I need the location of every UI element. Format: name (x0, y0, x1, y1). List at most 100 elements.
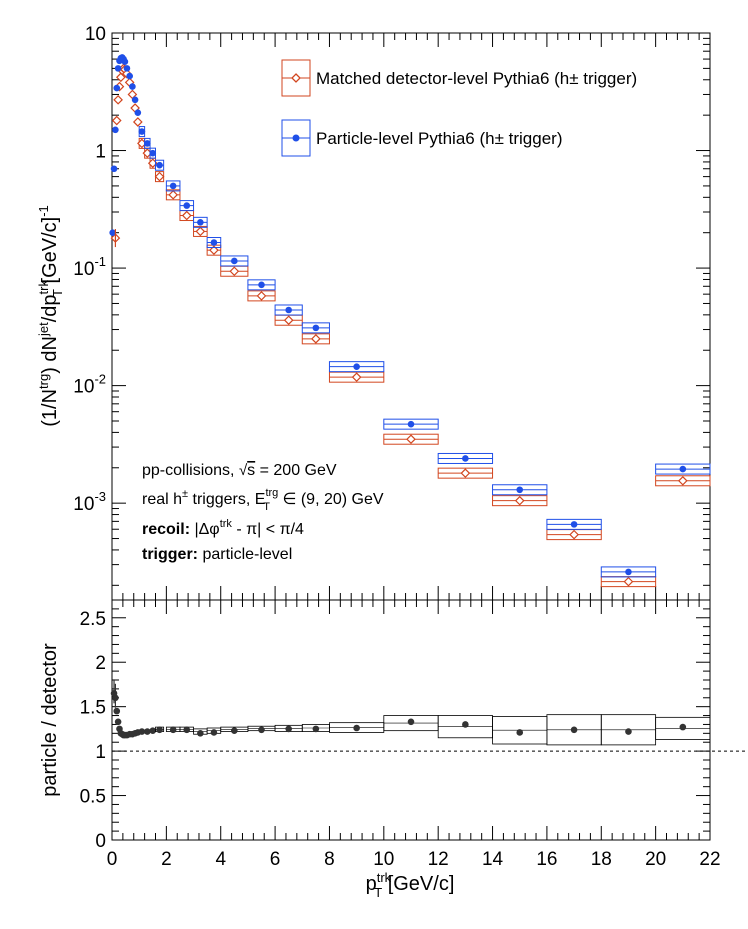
data-point (462, 455, 469, 462)
data-point (144, 140, 151, 147)
bottom-data-marks (110, 679, 711, 746)
data-point (138, 128, 146, 135)
x-tick-label: 20 (645, 849, 666, 870)
top-y-tick-label: 1 (95, 142, 106, 163)
data-point (123, 65, 131, 72)
top-data-marks (109, 54, 711, 588)
data-point (169, 182, 177, 190)
data-point (114, 65, 122, 72)
top-axis-ticks: 10 1 10-1 10-2 10-3 (73, 24, 711, 600)
data-point (623, 576, 634, 587)
data-point (113, 84, 121, 92)
data-point (156, 161, 163, 169)
ratio-point (169, 726, 177, 734)
ratio-point (312, 725, 320, 733)
x-tick-label: 10 (373, 849, 394, 870)
top-y-tick-label: 10-2 (73, 372, 106, 398)
data-point (570, 521, 578, 528)
legend-label-detector: Matched detector-level Pythia6 (h± trigg… (316, 69, 637, 88)
bottom-y-tick-label: 1.5 (80, 698, 106, 719)
x-tick-label: 2 (161, 849, 172, 870)
data-point (210, 239, 218, 246)
data-point (407, 420, 415, 428)
data-point (134, 109, 142, 116)
data-point (168, 189, 179, 200)
data-point (625, 568, 632, 576)
x-axis-title: ptrk T [GeV/c] (366, 870, 455, 900)
annotation-collision-system: pp-collisions, √s = 200 GeV (142, 462, 337, 479)
annotation-trigger-level: trigger: particle-level (142, 546, 292, 563)
annotation-trigger-range: real h± triggers, Etrg T ∈ (9, 20) GeV (142, 487, 384, 513)
data-point (229, 266, 240, 277)
legend-entry-detector: Matched detector-level Pythia6 (h± trigg… (281, 59, 637, 97)
x-tick-label: 22 (699, 849, 720, 870)
bottom-axis-ticks: 0 0.5 1 1.5 2 2.5 0 2 4 6 8 10 12 14 16 18 20 22 (80, 599, 748, 870)
bottom-y-axis-title: particle / detector (39, 643, 61, 797)
data-point (110, 165, 118, 173)
data-point (121, 58, 129, 65)
data-point (209, 245, 219, 256)
top-y-tick-label: 10-3 (73, 489, 106, 515)
x-tick-label: 12 (428, 849, 449, 870)
data-point (154, 171, 165, 182)
data-point (311, 333, 321, 344)
data-point (460, 468, 471, 479)
top-y-tick-label: 10-1 (73, 254, 106, 280)
series-particle (109, 54, 711, 578)
data-point (258, 281, 265, 289)
ratio-point (285, 725, 292, 733)
data-point (516, 486, 524, 494)
data-point (113, 94, 123, 105)
ratio-point (625, 728, 632, 735)
data-point (283, 315, 294, 326)
x-tick-label: 8 (324, 849, 335, 870)
x-tick-label: 4 (215, 849, 226, 870)
data-point (181, 210, 192, 221)
data-point (132, 117, 143, 127)
annotation-recoil: recoil: |Δφtrk - π| < π/4 (142, 518, 304, 538)
ratio-point (570, 726, 578, 734)
data-point (677, 475, 688, 486)
data-point (195, 226, 206, 237)
bottom-y-tick-label: 2 (95, 653, 106, 674)
data-point (256, 291, 267, 301)
ratio-point (197, 730, 204, 737)
data-point (111, 115, 122, 126)
ratio-point (113, 707, 121, 715)
x-tick-label: 18 (591, 849, 612, 870)
ratio-point (149, 727, 157, 734)
ratio-point (231, 727, 238, 734)
annotations: pp-collisions, √s = 200 GeV real h± trig… (142, 462, 384, 563)
data-point (126, 72, 133, 80)
data-point (131, 96, 139, 104)
ratio-point (258, 726, 265, 734)
legend: Matched detector-level Pythia6 (h± trigg… (281, 59, 637, 157)
ratio-point (516, 729, 524, 736)
ratio-point (407, 718, 415, 726)
data-point (569, 529, 579, 540)
ratio-point (679, 723, 687, 731)
ratio-point (144, 728, 151, 735)
data-point (679, 465, 687, 473)
legend-label-particle: Particle-level Pythia6 (h± trigger) (316, 129, 562, 148)
ratio-point (462, 721, 469, 728)
data-point (115, 72, 126, 83)
x-tick-label: 0 (107, 849, 118, 870)
data-point (514, 495, 525, 506)
ratio-point (114, 718, 122, 726)
data-point (197, 219, 204, 226)
x-tick-label: 16 (536, 849, 557, 870)
bottom-y-tick-label: 0 (95, 831, 106, 852)
legend-entry-particle: Particle-level Pythia6 (h± trigger) (281, 119, 562, 157)
top-y-axis-title: (1/Ntrg) dNjet/dptrkT [GeV/c]-1 (36, 205, 65, 427)
data-point (351, 372, 362, 383)
data-point (406, 434, 416, 445)
ratio-point (156, 726, 163, 734)
data-point (109, 229, 116, 236)
ratio-point (183, 726, 191, 734)
x-tick-label: 14 (482, 849, 504, 870)
bottom-y-tick-label: 2.5 (80, 609, 106, 630)
data-point (149, 149, 157, 157)
data-point (353, 363, 360, 370)
